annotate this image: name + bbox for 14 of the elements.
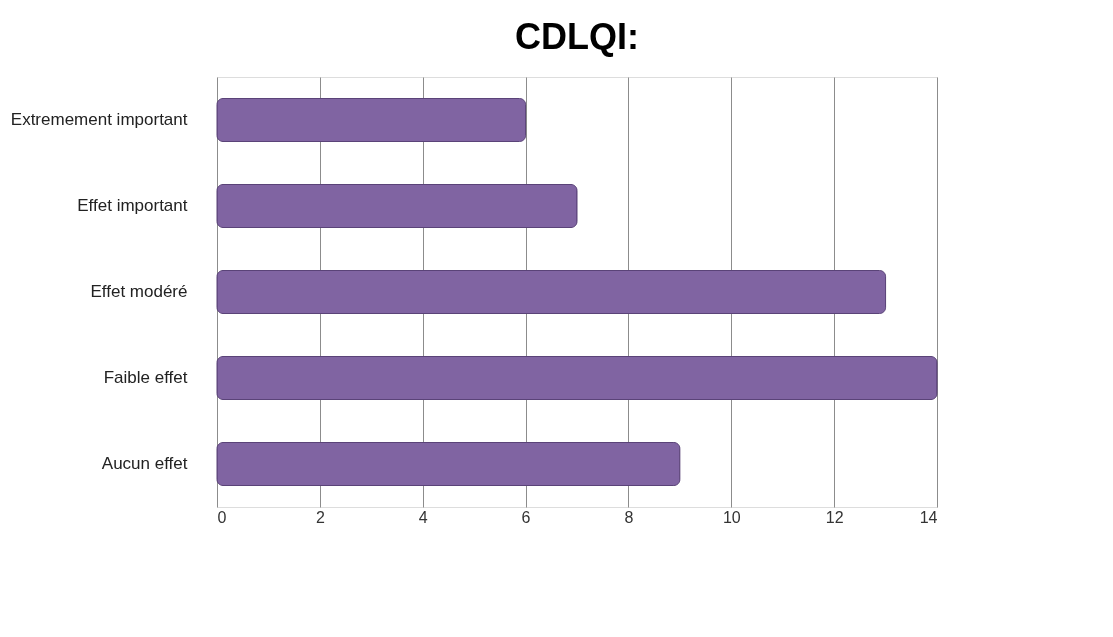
x-tick-label: 12 (825, 508, 844, 526)
y-tick-label: Aucun effet (101, 454, 188, 473)
x-tick-label: 8 (624, 508, 634, 526)
x-tick-label: 2 (315, 508, 325, 526)
y-tick-label: Effet important (77, 196, 188, 215)
x-tick-label: 6 (521, 508, 531, 526)
y-tick-label: Effet modéré (90, 282, 188, 301)
x-tick-label: 14 (919, 508, 938, 526)
x-tick-label: 4 (418, 508, 428, 526)
x-tick-label: 10 (722, 508, 741, 526)
y-tick-label: Faible effet (103, 368, 188, 387)
chart-title: CDLQI: (515, 16, 639, 57)
x-tick-label: 0 (217, 508, 227, 526)
y-tick-label: Extremement important (10, 110, 188, 129)
